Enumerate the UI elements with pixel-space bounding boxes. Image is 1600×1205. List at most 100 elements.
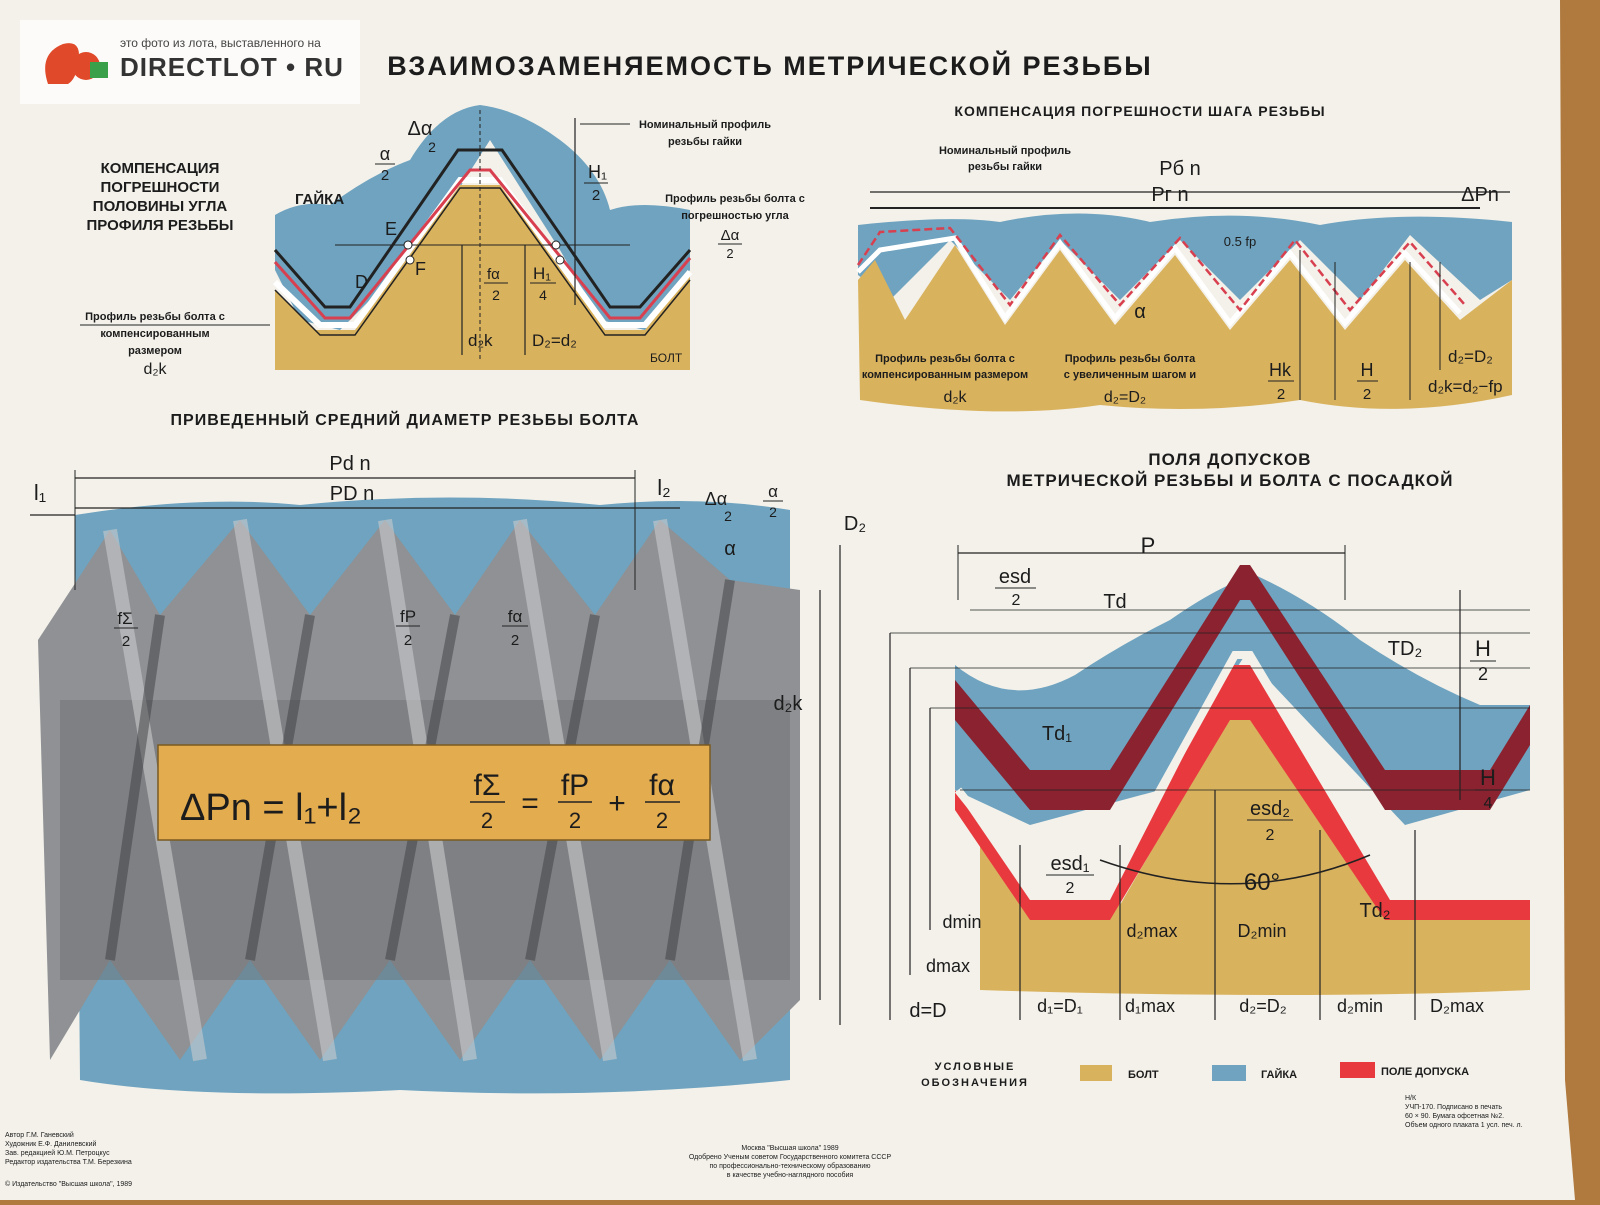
- tol-esd2: esd₂: [1250, 798, 1290, 820]
- footer-author-2: Художник Е.Ф. Данилевский: [5, 1140, 96, 1148]
- f-sigma-small-two: 2: [122, 633, 130, 650]
- tol-esd1: esd₁: [1051, 853, 1090, 875]
- tol-angle: 60°: [1244, 869, 1280, 896]
- tol-nut: [955, 575, 1530, 825]
- PDn: PD n: [330, 483, 374, 505]
- d2k-formula: d₂k=d₂−fp: [1428, 377, 1503, 396]
- H-pitch: H: [1361, 360, 1374, 380]
- half-angle-panel: КОМПЕНСАЦИЯ ПОГРЕШНОСТИ ПОЛОВИНЫ УГЛА ПР…: [80, 105, 805, 378]
- dPn: ΔPn: [1461, 184, 1499, 206]
- H1-mid: H₁: [533, 264, 551, 283]
- pitch-nominal-2: резьбы гайки: [968, 161, 1042, 173]
- label-D: D: [355, 272, 368, 292]
- f-alpha-small: fα: [508, 607, 523, 626]
- H1-mid-four: 4: [539, 287, 547, 303]
- reduced-dalpha: Δα: [705, 489, 727, 509]
- footer-center-2: Одобрено Ученым советом Государственного…: [689, 1153, 892, 1161]
- err-two: 2: [726, 246, 733, 261]
- tol-H4: H: [1480, 765, 1496, 790]
- pitch-inc-1: Профиль резьбы болта: [1065, 353, 1196, 365]
- half-fp: 0.5 fp: [1224, 234, 1257, 249]
- D2d2-label: D₂=d₂: [532, 331, 577, 350]
- label-F: F: [415, 259, 426, 279]
- tol-d2min: d₂min: [1337, 996, 1383, 1016]
- f-alpha-two: 2: [492, 287, 500, 303]
- pitch-comp-2: компенсированным размером: [862, 369, 1028, 381]
- Pdn: Pd n: [329, 453, 370, 475]
- pitch-inc-sym: d₂=D₂: [1104, 389, 1146, 406]
- tol-D2min: D₂min: [1238, 921, 1287, 941]
- tol-d2D2: d₂=D₂: [1239, 996, 1287, 1016]
- tol-Td: Td: [1103, 591, 1126, 613]
- half-angle-heading-4: ПРОФИЛЯ РЕЗЬБЫ: [87, 217, 234, 234]
- legend-swatch-nut: [1212, 1065, 1246, 1081]
- pitch-alpha: α: [1134, 301, 1146, 323]
- poster-title: ВЗАИМОЗАМЕНЯЕМОСТЬ МЕТРИЧЕСКОЙ РЕЗЬБЫ: [387, 50, 1152, 81]
- tol-P: P: [1141, 533, 1156, 558]
- nominal-label-1: Номинальный профиль: [639, 119, 771, 131]
- comp-label-1: Профиль резьбы болта с: [85, 311, 225, 323]
- half-angle-heading-3: ПОЛОВИНЫ УГЛА: [93, 198, 228, 215]
- H1-top-two: 2: [592, 187, 600, 204]
- watermark-brand[interactable]: DIRECTLOT • RU: [120, 52, 344, 82]
- formula-plus: +: [608, 787, 626, 820]
- H-pitch-two: 2: [1363, 386, 1371, 403]
- pitch-heading: КОМПЕНСАЦИЯ ПОГРЕШНОСТИ ШАГА РЕЗЬБЫ: [954, 103, 1325, 119]
- footer-center-4: в качестве учебно-наглядного пособия: [727, 1171, 854, 1179]
- reduced-alpha-top: α: [768, 482, 778, 501]
- Hk-two: 2: [1277, 386, 1285, 403]
- tol-d1D1: d₁=D₁: [1037, 996, 1083, 1016]
- reduced-alpha-top-two: 2: [769, 504, 777, 520]
- tol-d1max: d₁max: [1125, 996, 1175, 1016]
- tol-heading-2: МЕТРИЧЕСКОЙ РЕЗЬБЫ И БОЛТА С ПОСАДКОЙ: [1006, 471, 1453, 490]
- footer-center-3: по профессионально-техническому образова…: [710, 1162, 871, 1170]
- err-label-1: Профиль резьбы болта с: [665, 193, 805, 205]
- f-alpha-small-two: 2: [511, 632, 519, 649]
- legend-title-2: ОБОЗНАЧЕНИЯ: [921, 1077, 1029, 1089]
- reduced-dalpha-two: 2: [724, 508, 732, 524]
- reduced-panel: ПРИВЕДЕННЫЙ СРЕДНИЙ ДИАМЕТР РЕЗЬБЫ БОЛТА…: [30, 410, 866, 1094]
- tol-dD: d=D: [909, 1000, 946, 1022]
- formula-fs-two: 2: [481, 808, 493, 833]
- footer-right-1: Н/К: [1405, 1095, 1417, 1102]
- pitch-nominal-1: Номинальный профиль: [939, 145, 1071, 157]
- tol-TD2: TD₂: [1388, 638, 1422, 660]
- alpha-top: α: [380, 144, 390, 164]
- tol-esd2-two: 2: [1266, 827, 1275, 844]
- tol-esd: esd: [999, 566, 1031, 588]
- H1-top: H₁: [588, 162, 607, 182]
- half-angle-bolt: [275, 185, 690, 370]
- legend-swatch-tolerance: [1340, 1062, 1375, 1078]
- tol-esd-two: 2: [1012, 592, 1021, 609]
- pitch-comp-1: Профиль резьбы болта с: [875, 353, 1015, 365]
- legend-label-tolerance: ПОЛЕ ДОПУСКА: [1381, 1066, 1469, 1078]
- squirrel-logo-icon: [45, 43, 108, 84]
- footer-copyright: © Издательство "Высшая школа", 1989: [5, 1180, 132, 1188]
- f-alpha: fα: [487, 266, 500, 283]
- reduced-d2k: d₂k: [774, 693, 804, 715]
- alpha-top-two: 2: [381, 167, 389, 184]
- err-dalpha: Δα: [721, 227, 740, 244]
- half-angle-heading-2: ПОГРЕШНОСТИ: [101, 179, 220, 196]
- tol-H: H: [1475, 636, 1491, 661]
- watermark-caption: это фото из лота, выставленного на: [120, 36, 321, 50]
- bolt-label: БОЛТ: [650, 351, 683, 365]
- legend: УСЛОВНЫЕ ОБОЗНАЧЕНИЯ БОЛТ ГАЙКА ПОЛЕ ДОП…: [921, 1061, 1469, 1089]
- pitch-nut: [858, 213, 1512, 300]
- footer-right-3: 60 × 90. Бумага офсетная №2.: [1405, 1113, 1504, 1120]
- legend-label-bolt: БОЛТ: [1128, 1069, 1159, 1081]
- pitch-comp-sym: d₂k: [943, 389, 967, 406]
- Pgn: Pг n: [1151, 184, 1188, 206]
- nut-label: ГАЙКА: [295, 190, 344, 208]
- delta-alpha-top-two: 2: [428, 139, 436, 155]
- Pbn: Pб n: [1159, 158, 1200, 180]
- watermark: это фото из лота, выставленного на DIREC…: [20, 20, 360, 104]
- tol-d2max: d₂max: [1126, 921, 1177, 941]
- formula-eq: =: [521, 787, 539, 820]
- footer-author-3: Зав. редакцией Ю.М. Петроцкус: [5, 1149, 110, 1157]
- formula-fa-two: 2: [656, 808, 668, 833]
- pitch-inc-2: с увеличенным шагом и: [1064, 369, 1196, 381]
- legend-swatch-bolt: [1080, 1065, 1112, 1081]
- delta-alpha-top: Δα: [408, 118, 433, 140]
